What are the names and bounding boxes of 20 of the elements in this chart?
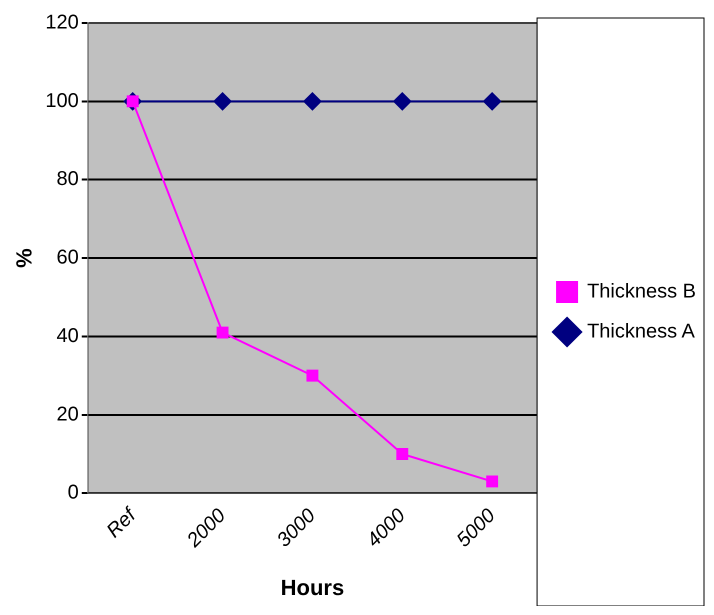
point: [306, 370, 318, 382]
point: [214, 92, 232, 110]
x-axis-title: Hours: [280, 574, 344, 600]
y-tick-label: 100: [45, 90, 79, 112]
y-tick-label: 40: [56, 324, 79, 347]
point: [303, 92, 322, 110]
x-tick-label: Ref: [102, 502, 142, 542]
point: [396, 448, 408, 460]
y-tick-label: 20: [56, 403, 79, 426]
point: [216, 326, 229, 338]
point: [483, 92, 502, 110]
y-axis-title: %: [11, 248, 36, 268]
point: [486, 475, 498, 488]
legend-label: Thickness B: [587, 280, 696, 303]
y-tick-label: 0: [68, 482, 79, 504]
point: [393, 92, 412, 110]
y-tick-label: 120: [45, 12, 79, 34]
legend-label: Thickness A: [587, 320, 696, 343]
y-tick-label: 60: [56, 246, 79, 269]
y-tick-label: 80: [56, 168, 79, 190]
